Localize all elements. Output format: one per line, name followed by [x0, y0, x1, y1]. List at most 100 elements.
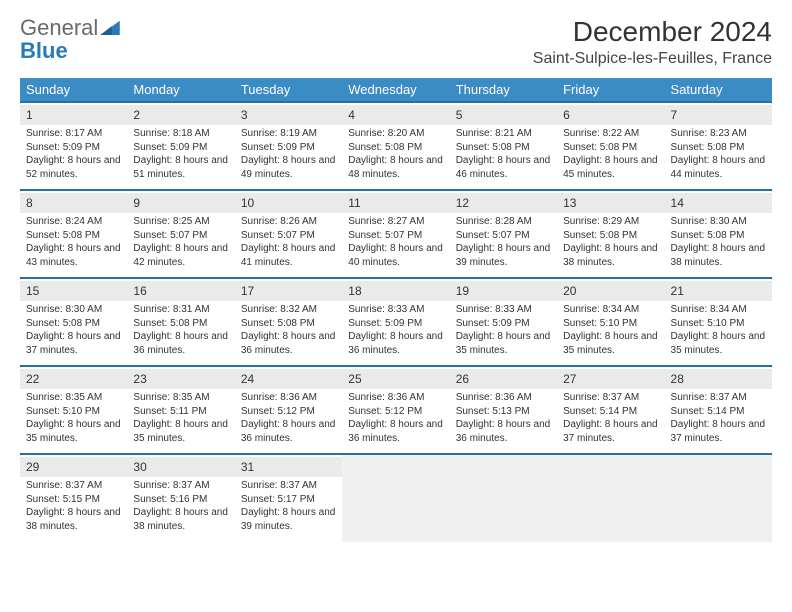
day-info: Sunrise: 8:34 AMSunset: 5:10 PMDaylight:…	[671, 303, 766, 357]
day-info: Sunrise: 8:37 AMSunset: 5:17 PMDaylight:…	[241, 479, 336, 533]
day-number: 18	[342, 281, 449, 301]
location-text: Saint-Sulpice-les-Feuilles, France	[533, 50, 772, 68]
calendar-day-cell: 11Sunrise: 8:27 AMSunset: 5:07 PMDayligh…	[342, 190, 449, 278]
day-info: Sunrise: 8:36 AMSunset: 5:13 PMDaylight:…	[456, 391, 551, 445]
calendar-day-cell: 26Sunrise: 8:36 AMSunset: 5:13 PMDayligh…	[450, 366, 557, 454]
day-info: Sunrise: 8:29 AMSunset: 5:08 PMDaylight:…	[563, 215, 658, 269]
calendar-day-cell: 9Sunrise: 8:25 AMSunset: 5:07 PMDaylight…	[127, 190, 234, 278]
day-info: Sunrise: 8:17 AMSunset: 5:09 PMDaylight:…	[26, 127, 121, 181]
day-info: Sunrise: 8:19 AMSunset: 5:09 PMDaylight:…	[241, 127, 336, 181]
calendar-table: SundayMondayTuesdayWednesdayThursdayFrid…	[20, 78, 772, 542]
day-number: 17	[235, 281, 342, 301]
day-number: 13	[557, 193, 664, 213]
calendar-day-cell: 28Sunrise: 8:37 AMSunset: 5:14 PMDayligh…	[665, 366, 772, 454]
month-title: December 2024	[533, 16, 772, 48]
day-number: 7	[665, 105, 772, 125]
day-info: Sunrise: 8:22 AMSunset: 5:08 PMDaylight:…	[563, 127, 658, 181]
day-number: 11	[342, 193, 449, 213]
day-info: Sunrise: 8:35 AMSunset: 5:11 PMDaylight:…	[133, 391, 228, 445]
day-number: 12	[450, 193, 557, 213]
calendar-day-cell: 3Sunrise: 8:19 AMSunset: 5:09 PMDaylight…	[235, 102, 342, 190]
weekday-header: Saturday	[665, 78, 772, 102]
page-header: GeneralBlue December 2024 Saint-Sulpice-…	[20, 16, 772, 68]
calendar-day-cell: 4Sunrise: 8:20 AMSunset: 5:08 PMDaylight…	[342, 102, 449, 190]
calendar-day-cell: 5Sunrise: 8:21 AMSunset: 5:08 PMDaylight…	[450, 102, 557, 190]
calendar-empty-cell	[342, 454, 449, 542]
calendar-day-cell: 15Sunrise: 8:30 AMSunset: 5:08 PMDayligh…	[20, 278, 127, 366]
calendar-day-cell: 8Sunrise: 8:24 AMSunset: 5:08 PMDaylight…	[20, 190, 127, 278]
day-info: Sunrise: 8:33 AMSunset: 5:09 PMDaylight:…	[348, 303, 443, 357]
day-number: 14	[665, 193, 772, 213]
weekday-header: Thursday	[450, 78, 557, 102]
day-number: 22	[20, 369, 127, 389]
calendar-day-cell: 6Sunrise: 8:22 AMSunset: 5:08 PMDaylight…	[557, 102, 664, 190]
day-info: Sunrise: 8:23 AMSunset: 5:08 PMDaylight:…	[671, 127, 766, 181]
day-info: Sunrise: 8:30 AMSunset: 5:08 PMDaylight:…	[671, 215, 766, 269]
calendar-day-cell: 16Sunrise: 8:31 AMSunset: 5:08 PMDayligh…	[127, 278, 234, 366]
calendar-day-cell: 25Sunrise: 8:36 AMSunset: 5:12 PMDayligh…	[342, 366, 449, 454]
calendar-day-cell: 29Sunrise: 8:37 AMSunset: 5:15 PMDayligh…	[20, 454, 127, 542]
brand-logo: GeneralBlue	[20, 16, 120, 62]
day-info: Sunrise: 8:34 AMSunset: 5:10 PMDaylight:…	[563, 303, 658, 357]
day-info: Sunrise: 8:35 AMSunset: 5:10 PMDaylight:…	[26, 391, 121, 445]
weekday-header: Friday	[557, 78, 664, 102]
calendar-week-row: 1Sunrise: 8:17 AMSunset: 5:09 PMDaylight…	[20, 102, 772, 190]
day-info: Sunrise: 8:20 AMSunset: 5:08 PMDaylight:…	[348, 127, 443, 181]
day-info: Sunrise: 8:37 AMSunset: 5:14 PMDaylight:…	[563, 391, 658, 445]
day-info: Sunrise: 8:28 AMSunset: 5:07 PMDaylight:…	[456, 215, 551, 269]
day-number: 24	[235, 369, 342, 389]
title-block: December 2024 Saint-Sulpice-les-Feuilles…	[533, 16, 772, 68]
logo-text-blue: Blue	[20, 38, 68, 63]
weekday-header: Sunday	[20, 78, 127, 102]
weekday-header: Wednesday	[342, 78, 449, 102]
triangle-icon	[100, 16, 120, 39]
day-number: 21	[665, 281, 772, 301]
day-number: 29	[20, 457, 127, 477]
day-number: 27	[557, 369, 664, 389]
calendar-day-cell: 1Sunrise: 8:17 AMSunset: 5:09 PMDaylight…	[20, 102, 127, 190]
day-number: 23	[127, 369, 234, 389]
day-info: Sunrise: 8:36 AMSunset: 5:12 PMDaylight:…	[241, 391, 336, 445]
day-number: 10	[235, 193, 342, 213]
day-number: 4	[342, 105, 449, 125]
calendar-day-cell: 30Sunrise: 8:37 AMSunset: 5:16 PMDayligh…	[127, 454, 234, 542]
day-info: Sunrise: 8:37 AMSunset: 5:16 PMDaylight:…	[133, 479, 228, 533]
day-number: 25	[342, 369, 449, 389]
day-number: 20	[557, 281, 664, 301]
day-number: 31	[235, 457, 342, 477]
day-number: 1	[20, 105, 127, 125]
day-info: Sunrise: 8:33 AMSunset: 5:09 PMDaylight:…	[456, 303, 551, 357]
calendar-day-cell: 23Sunrise: 8:35 AMSunset: 5:11 PMDayligh…	[127, 366, 234, 454]
day-number: 26	[450, 369, 557, 389]
day-number: 30	[127, 457, 234, 477]
calendar-day-cell: 13Sunrise: 8:29 AMSunset: 5:08 PMDayligh…	[557, 190, 664, 278]
calendar-day-cell: 12Sunrise: 8:28 AMSunset: 5:07 PMDayligh…	[450, 190, 557, 278]
day-info: Sunrise: 8:24 AMSunset: 5:08 PMDaylight:…	[26, 215, 121, 269]
day-info: Sunrise: 8:27 AMSunset: 5:07 PMDaylight:…	[348, 215, 443, 269]
day-number: 2	[127, 105, 234, 125]
day-info: Sunrise: 8:25 AMSunset: 5:07 PMDaylight:…	[133, 215, 228, 269]
calendar-day-cell: 20Sunrise: 8:34 AMSunset: 5:10 PMDayligh…	[557, 278, 664, 366]
day-info: Sunrise: 8:26 AMSunset: 5:07 PMDaylight:…	[241, 215, 336, 269]
day-number: 6	[557, 105, 664, 125]
calendar-day-cell: 22Sunrise: 8:35 AMSunset: 5:10 PMDayligh…	[20, 366, 127, 454]
calendar-week-row: 15Sunrise: 8:30 AMSunset: 5:08 PMDayligh…	[20, 278, 772, 366]
day-number: 9	[127, 193, 234, 213]
day-info: Sunrise: 8:21 AMSunset: 5:08 PMDaylight:…	[456, 127, 551, 181]
day-info: Sunrise: 8:37 AMSunset: 5:15 PMDaylight:…	[26, 479, 121, 533]
calendar-body: 1Sunrise: 8:17 AMSunset: 5:09 PMDaylight…	[20, 102, 772, 542]
calendar-day-cell: 14Sunrise: 8:30 AMSunset: 5:08 PMDayligh…	[665, 190, 772, 278]
calendar-week-row: 8Sunrise: 8:24 AMSunset: 5:08 PMDaylight…	[20, 190, 772, 278]
logo-text-general: General	[20, 15, 98, 40]
day-number: 8	[20, 193, 127, 213]
day-number: 3	[235, 105, 342, 125]
day-info: Sunrise: 8:31 AMSunset: 5:08 PMDaylight:…	[133, 303, 228, 357]
calendar-day-cell: 21Sunrise: 8:34 AMSunset: 5:10 PMDayligh…	[665, 278, 772, 366]
calendar-day-cell: 10Sunrise: 8:26 AMSunset: 5:07 PMDayligh…	[235, 190, 342, 278]
calendar-day-cell: 17Sunrise: 8:32 AMSunset: 5:08 PMDayligh…	[235, 278, 342, 366]
day-info: Sunrise: 8:18 AMSunset: 5:09 PMDaylight:…	[133, 127, 228, 181]
calendar-header-row: SundayMondayTuesdayWednesdayThursdayFrid…	[20, 78, 772, 102]
day-number: 15	[20, 281, 127, 301]
calendar-empty-cell	[450, 454, 557, 542]
day-info: Sunrise: 8:36 AMSunset: 5:12 PMDaylight:…	[348, 391, 443, 445]
